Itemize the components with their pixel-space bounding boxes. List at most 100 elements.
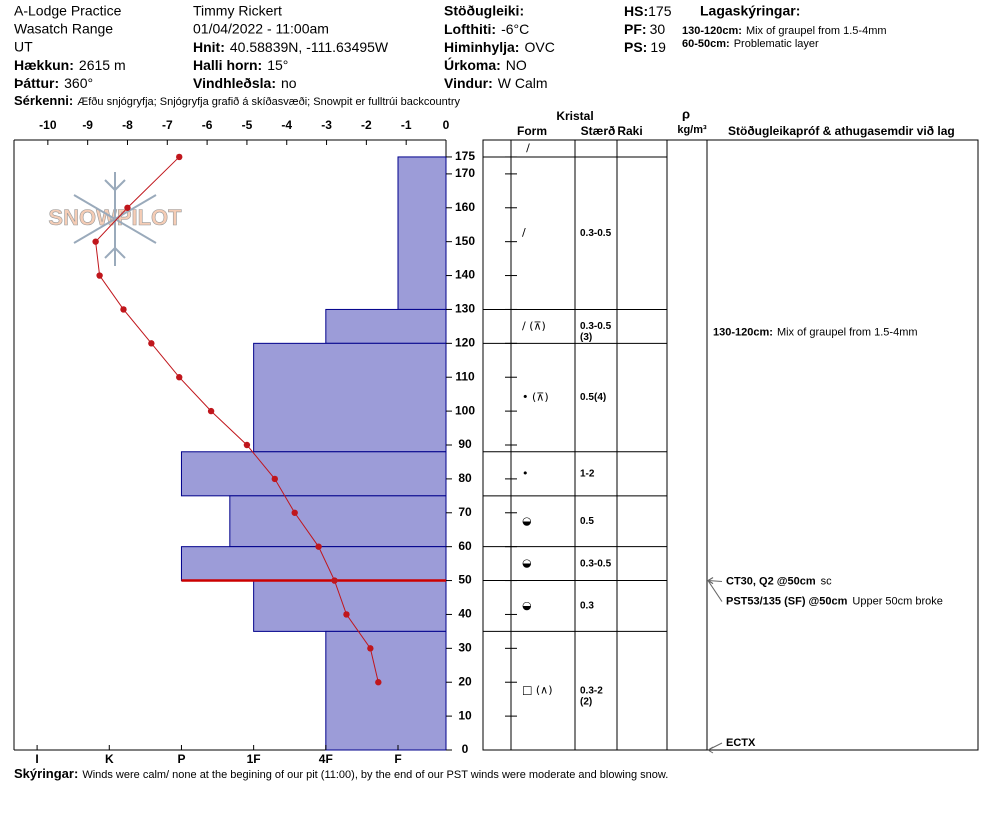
pf-label: PF: [624,21,647,37]
y-tick-label: 30 [458,641,472,655]
y-tick-label: 40 [458,607,472,621]
grain-size: 0.3-0.5 [580,228,612,239]
y-tick-label: 90 [458,437,472,451]
hardness-bar [253,580,447,632]
grain-size: 0.3-0.5 [580,558,612,569]
state: UT [14,39,33,55]
grain-size: 0.5 [580,392,594,403]
temperature-point [375,679,382,686]
comments-header: Stöðugleikapróf & athugasemdir við lag [728,124,955,138]
hs-value: 175 [648,3,672,19]
layer-comment: 130-120cm: Mix of graupel from 1.5-4mm [713,326,918,338]
stability-test-note: sc [821,575,833,587]
precip-value: NO [506,57,527,73]
hardness-tick-label: F [394,752,401,766]
wind-label: Vindur: [444,75,493,91]
coords-label: Hnit: [193,39,225,55]
temperature-point [271,475,278,483]
temperature-point [92,238,99,245]
kristal-header: Kristal [556,109,593,123]
features-value: Æfðu snjógryfja; Snjógryfja grafið á skí… [77,96,460,108]
air-temp-label: Lofthiti: [444,21,496,37]
range: Wasatch Range [14,21,113,37]
x-tick-label: -6 [202,118,213,132]
hs: HS:175 [624,3,672,19]
hardness-bar [253,342,447,453]
footer: Skýringar: Winds were calm/ none at the b… [14,766,668,781]
temperature-point [176,153,183,161]
hardness-tick-label: 1F [247,752,261,766]
precip: Úrkoma: NO [444,56,527,73]
temperature-point [331,577,338,584]
x-tick-label: -5 [242,118,253,132]
hardness-tick-label: K [105,752,114,766]
precip-label: Úrkoma: [444,56,501,73]
y-tick-label: 150 [455,234,475,248]
temperature-point [291,509,298,516]
stability-test: ECTX [726,737,756,749]
test-arrow [707,577,723,602]
y-tick-label: 130 [455,302,475,316]
stability-test-label: PST53/135 (SF) @50cm [726,595,848,607]
grain-form: • [522,467,529,480]
test-arrow [707,742,723,754]
grain-size: 0.3-0.5 [580,321,612,332]
grain-size-secondary: (3) [580,332,592,343]
hardness-bar [325,308,447,344]
temperature-point [148,340,155,347]
temperature-point [207,407,215,415]
y-tick-label: 0 [462,742,469,756]
moisture-header: Raki [617,124,642,138]
grain-form: ◒ [522,514,532,527]
surface-form: / [526,141,530,154]
x-tick-label: -1 [401,118,412,132]
hardness-bar [325,630,447,751]
footer-label: Skýringar: [14,766,78,781]
location: A-Lodge Practice [14,3,122,19]
grain-form: ◒ [522,599,532,612]
y-tick-label: 140 [455,268,475,282]
size-header: Stærð [581,124,616,138]
aspect-label: Þáttur: [14,75,59,91]
temperature-point [124,204,131,211]
temperature-line [95,156,379,683]
ps: PS: 19 [624,39,666,55]
stability-test-note: Upper 50cm broke [852,595,943,607]
stability-test: CT30, Q2 @50cm sc [726,575,832,587]
layer-comment-range: 130-120cm: [713,326,773,338]
grain-size-secondary: (2) [580,696,592,707]
grain-form: / [522,226,526,239]
rho-header: ρ [682,106,690,121]
elevation-value: 2615 m [79,57,126,73]
grain-size: 1-2 [580,468,595,479]
y-tick-label: 160 [455,200,475,214]
slope: Halli horn: 15° [193,57,288,73]
layer-comment-text: Mix of graupel from 1.5-4mm [777,326,918,338]
wind-loading-label: Vindhleðsla: [193,75,276,91]
aspect-value: 360° [64,75,93,91]
y-tick-label: 175 [455,149,475,163]
stability-test-label: ECTX [726,737,756,749]
slope-value: 15° [267,57,288,73]
wind-loading: Vindhleðsla: no [193,75,297,91]
y-tick-label: 80 [458,471,472,485]
stability-test-label: CT30, Q2 @50cm [726,575,816,587]
elevation-label: Hækkun: [14,57,74,73]
features: Sérkenni: Æfðu snjógryfja; Snjógryfja gra… [14,93,460,108]
temperature-point [243,441,251,449]
grain-size: 0.3 [580,601,594,612]
air-temp-value: -6°C [501,21,529,37]
grain-form: • (⊼) [522,391,549,404]
temperature-point [367,645,374,652]
wind-loading-value: no [281,75,297,91]
temperature-point [96,272,103,279]
layer-table-frame [482,139,979,751]
y-tick-label: 170 [455,166,475,180]
x-tick-label: -9 [82,118,93,132]
temperature-point [315,543,322,550]
grain-form: ◒ [522,557,532,570]
ps-label: PS: [624,39,647,55]
ps-value: 19 [650,39,666,55]
y-tick-label: 10 [458,708,472,722]
